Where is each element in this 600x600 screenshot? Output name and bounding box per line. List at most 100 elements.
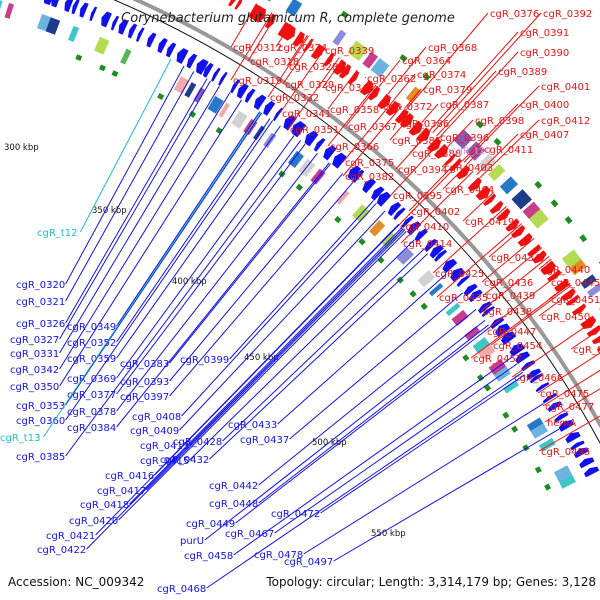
reverse-gene-label[interactable]: cgR_0449: [186, 326, 491, 530]
reverse-gene-label[interactable]: cgR_0468: [157, 371, 524, 595]
reverse-gene-label[interactable]: cgR_0331: [10, 85, 220, 360]
forward-gene-label[interactable]: cgR_0396: [437, 133, 489, 144]
forward-gene-label[interactable]: cgR_0362: [364, 74, 416, 85]
forward-gene-label[interactable]: cgR_0348: [322, 59, 374, 94]
forward-gene-label[interactable]: cgR_0404: [442, 164, 494, 196]
forward-gene-label[interactable]: cgR_0367: [345, 85, 397, 133]
reverse-gene-label[interactable]: cgR_0448: [209, 324, 489, 510]
forward-gene-label[interactable]: cgR_0466: [511, 319, 597, 384]
reverse-gene-label[interactable]: cgR_0467: [225, 363, 518, 540]
reverse-gene-label[interactable]: cgR_0397: [120, 181, 354, 403]
reverse-gene-label[interactable]: cgR_0350: [10, 99, 243, 393]
forward-gene-label[interactable]: cgR_0390: [438, 48, 569, 139]
forward-gene-label[interactable]: cgR_0358: [327, 69, 379, 116]
forward-gene-label[interactable]: cgR_0324: [275, 23, 327, 54]
forward-gene-label[interactable]: cgR_0387: [421, 100, 490, 124]
reverse-gene-label[interactable]: cgR_0326: [16, 78, 208, 330]
reverse-gene-label[interactable]: cgR_0421: [46, 223, 400, 542]
forward-gene-label[interactable]: cgR_0438: [480, 256, 550, 318]
reverse-gene-label[interactable]: cgR_0377: [67, 143, 306, 401]
reverse-gene-label[interactable]: cgR_0349: [67, 111, 261, 333]
forward-gene-label[interactable]: cgR_0451: [548, 282, 600, 306]
reverse-gene-label[interactable]: cgR_0385: [16, 140, 302, 463]
reverse-gene-label[interactable]: cgR_0327: [10, 80, 211, 346]
forward-gene-label[interactable]: cgR_0381: [389, 114, 441, 147]
reverse-gene-label[interactable]: cgR_0478: [254, 403, 544, 561]
forward-gene-label[interactable]: cgR_0376: [405, 9, 539, 110]
forward-gene-label[interactable]: cgR_0403: [441, 153, 493, 174]
forward-gene-label[interactable]: cgR_0372: [380, 95, 432, 113]
trna-gene-label[interactable]: cgR_t13: [0, 112, 262, 444]
reverse-gene-label[interactable]: cgR_0320: [16, 65, 185, 291]
reverse-gene-label[interactable]: cgR_0321: [16, 71, 195, 308]
reverse-gene-label[interactable]: cgR_0352: [67, 118, 271, 349]
reverse-gene-label[interactable]: cgR_0458: [184, 356, 513, 562]
trna-gene-label[interactable]: cgR_t12: [37, 58, 172, 239]
forward-gene-label[interactable]: cgR_0319: [230, 12, 282, 87]
forward-gene-label[interactable]: hemA: [544, 371, 600, 429]
forward-gene-label[interactable]: cgR_0447: [484, 271, 562, 338]
reverse-gene-label[interactable]: cgR_0418: [80, 227, 403, 511]
forward-gene-label[interactable]: cgR_0425: [432, 205, 507, 280]
reverse-gene-label[interactable]: cgR_0384: [67, 162, 330, 434]
forward-gene-label[interactable]: cgR_0439: [483, 247, 543, 302]
forward-gene-label[interactable]: cgR_0389: [436, 67, 547, 137]
reverse-gene-label[interactable]: cgR_0497: [284, 428, 560, 568]
forward-gene-label[interactable]: cgR_0450: [538, 289, 590, 323]
forward-gene-label[interactable]: cgR_0328: [286, 34, 338, 73]
forward-gene-label[interactable]: cgR_0318: [247, 14, 299, 68]
trna-gene-label[interactable]: cgR_t14: [448, 146, 491, 157]
forward-gene-label[interactable]: cgR_0401: [463, 82, 590, 163]
forward-gene-label[interactable]: cgR_0374: [393, 70, 466, 100]
forward-gene-label[interactable]: cgR_0419: [462, 191, 514, 228]
forward-gene-label[interactable]: cgR_0364: [378, 56, 452, 88]
forward-gene-label[interactable]: cgR_0434: [488, 226, 540, 264]
forward-gene-label[interactable]: cgR_0368: [387, 43, 477, 95]
forward-gene-label[interactable]: cgR_0410: [397, 159, 463, 233]
forward-gene-label[interactable]: cgR_0329: [282, 38, 334, 91]
reverse-gene-label[interactable]: purU: [180, 319, 486, 547]
reverse-gene-label[interactable]: cgR_0408: [132, 202, 377, 423]
reverse-gene-label[interactable]: cgR_0378: [67, 152, 318, 418]
reverse-gene-label[interactable]: cgR_0353: [16, 112, 263, 412]
reverse-gene-label[interactable]: cgR_0409: [130, 210, 386, 437]
forward-gene-label[interactable]: cgR_0435: [436, 223, 522, 304]
forward-gene-label[interactable]: cgR_0436: [481, 237, 535, 289]
forward-gene-label[interactable]: cgR_0454: [490, 284, 572, 352]
forward-gene-label[interactable]: cgR_0332: [267, 35, 319, 104]
reverse-gene-label[interactable]: cgR_0383: [120, 163, 331, 370]
forward-gene-label[interactable]: cgR_0412: [479, 116, 591, 179]
reverse-gene-label[interactable]: cgR_0393: [120, 173, 343, 388]
reverse-gene-label[interactable]: cgR_0369: [67, 135, 295, 385]
reverse-gene-label[interactable]: cgR_0360: [16, 120, 274, 427]
forward-gene-label[interactable]: cgR_0394: [395, 130, 447, 176]
reverse-gene-label[interactable]: cgR_0359: [67, 125, 281, 365]
forward-gene-label[interactable]: cgR_0463: [570, 328, 600, 356]
forward-gene-label[interactable]: cgR_0312: [230, 3, 282, 54]
forward-gene-label[interactable]: cgR_0395: [390, 140, 442, 202]
reverse-gene-label[interactable]: cgR_0442: [209, 308, 477, 492]
reverse-gene-label[interactable]: cgR_0433: [228, 273, 447, 431]
forward-gene-label[interactable]: cgR_0477: [542, 357, 600, 413]
reverse-gene-label[interactable]: cgR_0422: [37, 228, 404, 556]
reverse-gene-label[interactable]: cgR_0432: [160, 253, 429, 466]
forward-gene-label[interactable]: cgR_0457: [470, 283, 571, 365]
reverse-gene-label[interactable]: cgR_0417: [97, 229, 405, 497]
forward-gene-label[interactable]: cgR_0351: [287, 57, 340, 136]
forward-gene-label[interactable]: cgR_0398: [447, 116, 524, 148]
forward-gene-label[interactable]: cgR_0400: [462, 100, 570, 162]
forward-gene-label[interactable]: cgR_0475: [537, 345, 600, 400]
forward-gene-label[interactable]: cgR_0341: [279, 47, 331, 120]
forward-gene-label[interactable]: cgR_0339: [322, 46, 374, 57]
forward-gene-label[interactable]: cgR_0382: [342, 105, 403, 183]
forward-gene-label[interactable]: cgR_0402: [408, 158, 461, 218]
reverse-gene-label[interactable]: cgR_0399: [180, 200, 374, 366]
forward-gene-label[interactable]: cgR_0375: [342, 99, 395, 169]
reverse-gene-label[interactable]: cgR_0342: [10, 92, 231, 376]
forward-gene-label[interactable]: cgR_0391: [429, 28, 569, 131]
reverse-gene-label[interactable]: cgR_0420: [69, 231, 407, 527]
forward-gene-label[interactable]: cgR_0379: [404, 85, 472, 109]
forward-gene-label[interactable]: cgR_0495: [538, 392, 600, 458]
reverse-gene-label[interactable]: cgR_0437: [240, 292, 463, 446]
forward-gene-label[interactable]: cgR_0386: [397, 110, 449, 130]
